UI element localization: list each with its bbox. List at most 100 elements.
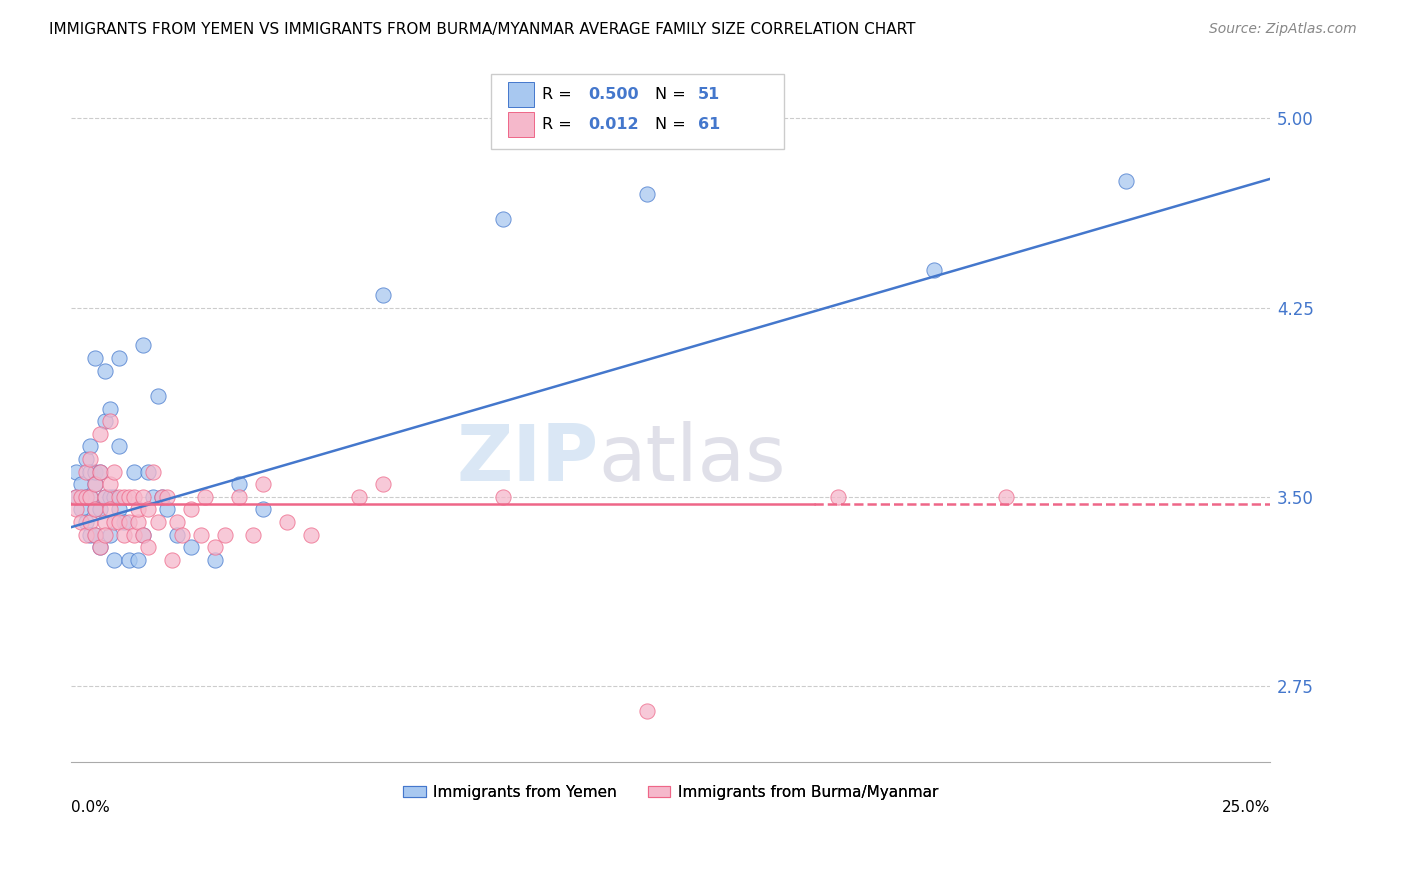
Point	[108, 502, 131, 516]
Point	[94, 527, 117, 541]
Point	[492, 490, 515, 504]
Point	[371, 288, 394, 302]
Point	[79, 465, 101, 479]
Point	[98, 477, 121, 491]
Point	[127, 553, 149, 567]
Point	[142, 490, 165, 504]
Point	[122, 527, 145, 541]
Point	[127, 502, 149, 516]
Point	[242, 527, 264, 541]
FancyBboxPatch shape	[508, 112, 534, 137]
Point	[103, 490, 125, 504]
Point	[166, 515, 188, 529]
Point	[98, 401, 121, 416]
Point	[84, 477, 107, 491]
Point	[103, 515, 125, 529]
Point	[127, 515, 149, 529]
Point	[156, 490, 179, 504]
Point	[170, 527, 193, 541]
Point	[65, 490, 87, 504]
Point	[122, 465, 145, 479]
Point	[65, 490, 87, 504]
Point	[160, 553, 183, 567]
Point	[94, 490, 117, 504]
Point	[65, 465, 87, 479]
Point	[194, 490, 217, 504]
Point	[136, 541, 159, 555]
Point	[156, 502, 179, 516]
Point	[75, 490, 97, 504]
Text: N =: N =	[655, 117, 690, 132]
Point	[75, 490, 97, 504]
Point	[69, 502, 91, 516]
Point	[108, 515, 131, 529]
Point	[75, 515, 97, 529]
Point	[84, 527, 107, 541]
Point	[69, 515, 91, 529]
Point	[636, 187, 658, 202]
Point	[132, 527, 155, 541]
Point	[103, 553, 125, 567]
Point	[65, 502, 87, 516]
Point	[214, 527, 236, 541]
FancyBboxPatch shape	[508, 82, 534, 107]
Point	[98, 414, 121, 428]
Point	[112, 515, 135, 529]
Point	[276, 515, 298, 529]
Point	[204, 541, 226, 555]
Point	[112, 527, 135, 541]
Point	[79, 452, 101, 467]
Point	[94, 414, 117, 428]
Point	[94, 364, 117, 378]
Point	[132, 490, 155, 504]
Text: 51: 51	[699, 87, 720, 102]
FancyBboxPatch shape	[491, 74, 785, 149]
Point	[84, 465, 107, 479]
Point	[98, 490, 121, 504]
Text: N =: N =	[655, 87, 690, 102]
Text: 0.500: 0.500	[588, 87, 638, 102]
Point	[112, 490, 135, 504]
Point	[89, 465, 111, 479]
Text: Source: ZipAtlas.com: Source: ZipAtlas.com	[1209, 22, 1357, 37]
Point	[252, 477, 274, 491]
Point	[122, 490, 145, 504]
Point	[347, 490, 370, 504]
Text: IMMIGRANTS FROM YEMEN VS IMMIGRANTS FROM BURMA/MYANMAR AVERAGE FAMILY SIZE CORRE: IMMIGRANTS FROM YEMEN VS IMMIGRANTS FROM…	[49, 22, 915, 37]
Point	[75, 527, 97, 541]
Point	[79, 490, 101, 504]
Text: 0.0%: 0.0%	[72, 799, 110, 814]
Point	[299, 527, 322, 541]
Point	[132, 338, 155, 352]
Point	[108, 351, 131, 365]
Point	[204, 553, 226, 567]
Point	[79, 490, 101, 504]
Point	[79, 439, 101, 453]
Point	[190, 527, 212, 541]
Point	[79, 515, 101, 529]
Point	[922, 262, 945, 277]
Legend: Immigrants from Yemen, Immigrants from Burma/Myanmar: Immigrants from Yemen, Immigrants from B…	[396, 779, 945, 805]
Point	[150, 490, 173, 504]
Point	[371, 477, 394, 491]
Point	[118, 553, 141, 567]
Point	[75, 465, 97, 479]
Text: 0.012: 0.012	[588, 117, 638, 132]
Text: 61: 61	[699, 117, 720, 132]
Point	[492, 212, 515, 227]
Point	[142, 465, 165, 479]
Point	[995, 490, 1018, 504]
Point	[132, 527, 155, 541]
Point	[166, 527, 188, 541]
Point	[146, 389, 169, 403]
Point	[84, 502, 107, 516]
Text: R =: R =	[543, 87, 578, 102]
Point	[84, 351, 107, 365]
Point	[228, 490, 250, 504]
Point	[89, 426, 111, 441]
Point	[84, 502, 107, 516]
Point	[228, 477, 250, 491]
Text: atlas: atlas	[599, 421, 786, 497]
Point	[84, 527, 107, 541]
Point	[103, 465, 125, 479]
